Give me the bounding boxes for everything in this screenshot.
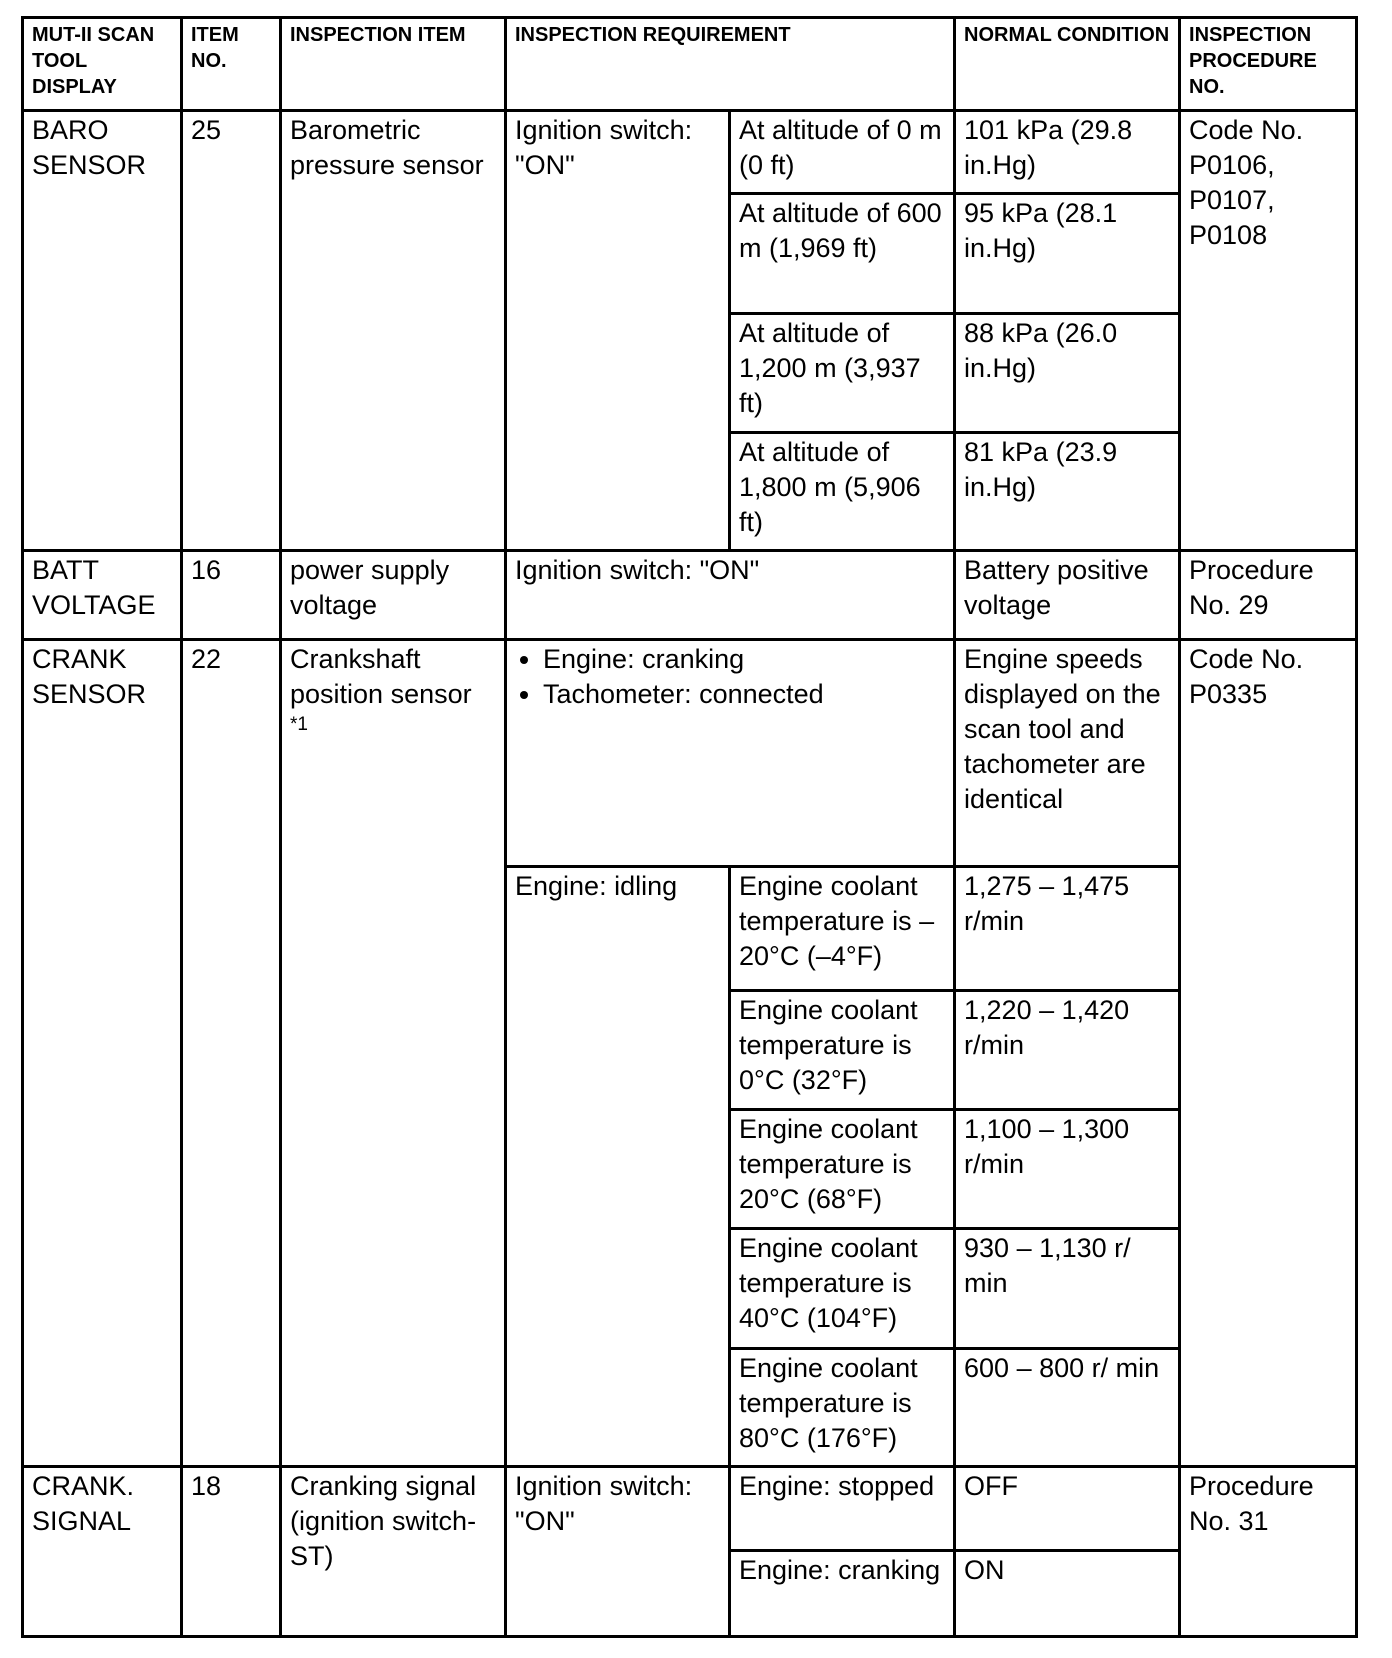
procedure-cell: Procedure No. 31 — [1178, 1465, 1359, 1638]
table-row: Engine coolant temperature is 40°C (104°… — [23, 1227, 1357, 1350]
normal-cell: 1,220 – 1,420 r/min — [953, 989, 1182, 1111]
item-note: *1 — [290, 714, 308, 735]
item-text: Crankshaft position sensor — [290, 644, 472, 709]
table-row: Engine coolant temperature is 0°C (32°F)… — [23, 989, 1357, 1111]
procedure-cell: Procedure No. 29 — [1178, 549, 1359, 641]
item-no-cell: 25 — [180, 109, 282, 552]
condition-cell: Engine coolant temperature is 0°C (32°F) — [727, 989, 957, 1111]
normal-cell: 88 kPa (26.0 in.Hg) — [953, 312, 1182, 434]
requirement-list: Engine: cranking Tachometer: connected — [515, 643, 945, 713]
item-cell: Crankshaft position sensor *1 — [279, 638, 507, 1468]
item-cell: power supply voltage — [279, 549, 507, 641]
requirement-cell: Ignition switch: "ON" — [503, 549, 957, 641]
item-no-cell: 18 — [180, 1465, 282, 1638]
normal-cell: 600 – 800 r/ min — [953, 1347, 1182, 1468]
item-cell: Barometric pressure sensor — [279, 109, 507, 552]
list-item: Tachometer: connected — [543, 677, 945, 712]
condition-cell: At altitude of 600 m (1,969 ft) — [727, 192, 957, 315]
table-row: Engine coolant temperature is 20°C (68°F… — [23, 1108, 1357, 1230]
normal-cell: OFF — [953, 1465, 1182, 1552]
condition-cell: At altitude of 1,200 m (3,937 ft) — [727, 312, 957, 434]
condition-cell: At altitude of 0 m (0 ft) — [727, 109, 957, 195]
requirement-cell: Engine: idling — [504, 865, 731, 1468]
display-cell: CRANK. SIGNAL — [21, 1465, 183, 1638]
list-item: Engine: cranking — [543, 643, 945, 678]
condition-cell: At altitude of 1,800 m (5,906 ft) — [727, 431, 957, 552]
table-row: Engine: idling Engine coolant temperatur… — [23, 865, 1357, 1468]
table-row: Engine: cranking ON — [23, 1549, 1357, 1638]
requirement-cell: Engine: cranking Tachometer: connected — [503, 638, 957, 868]
normal-cell: 81 kPa (23.9 in.Hg) — [953, 431, 1182, 552]
normal-cell: 95 kPa (28.1 in.Hg) — [953, 192, 1182, 315]
condition-cell: Engine coolant temperature is 20°C (68°F… — [727, 1108, 957, 1230]
requirement-cell: Ignition switch: "ON" — [504, 109, 731, 552]
item-no-cell: 22 — [180, 638, 282, 1468]
condition-cell: Engine: cranking — [727, 1549, 957, 1638]
table-row: At altitude of 1,800 m (5,906 ft) 81 kPa… — [23, 431, 1357, 552]
table-row: Engine coolant temperature is 80°C (176°… — [23, 1347, 1357, 1468]
condition-cell: Engine coolant temperature is 40°C (104°… — [727, 1227, 957, 1350]
display-cell: BATT VOLTAGE — [21, 549, 183, 641]
display-cell: BARO SENSOR — [21, 109, 183, 552]
normal-cell: 101 kPa (29.8 in.Hg) — [953, 109, 1182, 195]
condition-cell: Engine coolant temperature is 80°C (176°… — [727, 1347, 957, 1468]
header-row: MUT-II SCAN TOOL DISPLAY ITEM NO. INSPEC… — [21, 16, 1359, 112]
condition-cell: Engine coolant temperature is –20°C (–4°… — [727, 865, 957, 992]
table-row: BARO SENSOR 25 Barometric pressure senso… — [21, 109, 1359, 552]
normal-cell: Engine speeds displayed on the scan tool… — [953, 638, 1182, 868]
display-cell: CRANK SENSOR — [21, 638, 183, 1468]
item-no-cell: 16 — [180, 549, 282, 641]
header-item-no: ITEM NO. — [180, 16, 282, 112]
inspection-table: MUT-II SCAN TOOL DISPLAY ITEM NO. INSPEC… — [21, 16, 1359, 1638]
table-row: At altitude of 1,200 m (3,937 ft) 88 kPa… — [23, 312, 1357, 434]
table-row: BATT VOLTAGE 16 power supply voltage Ign… — [21, 549, 1359, 641]
header-normal: NORMAL CONDITION — [953, 16, 1182, 112]
requirement-cell: Ignition switch: "ON" — [504, 1465, 731, 1638]
table-row: At altitude of 600 m (1,969 ft) 95 kPa (… — [23, 192, 1357, 315]
normal-cell: 1,275 – 1,475 r/min — [953, 865, 1182, 992]
normal-cell: Battery positive voltage — [953, 549, 1182, 641]
item-cell: Cranking signal (ignition switch-ST) — [279, 1465, 507, 1638]
header-item: INSPECTION ITEM — [279, 16, 507, 112]
normal-cell: 1,100 – 1,300 r/min — [953, 1108, 1182, 1230]
normal-cell: ON — [953, 1549, 1182, 1638]
procedure-cell: Code No. P0106, P0107, P0108 — [1178, 109, 1359, 552]
header-requirement: INSPECTION REQUIREMENT — [503, 16, 957, 112]
normal-cell: 930 – 1,130 r/ min — [953, 1227, 1182, 1350]
table-row: CRANK. SIGNAL 18 Cranking signal (igniti… — [21, 1465, 1359, 1638]
header-procedure: INSPECTION PROCEDURE NO. — [1178, 16, 1359, 112]
condition-cell: Engine: stopped — [727, 1465, 957, 1552]
table-row: CRANK SENSOR 22 Crankshaft position sens… — [21, 638, 1359, 1468]
procedure-cell: Code No. P0335 — [1178, 638, 1359, 1468]
header-display: MUT-II SCAN TOOL DISPLAY — [21, 16, 183, 112]
